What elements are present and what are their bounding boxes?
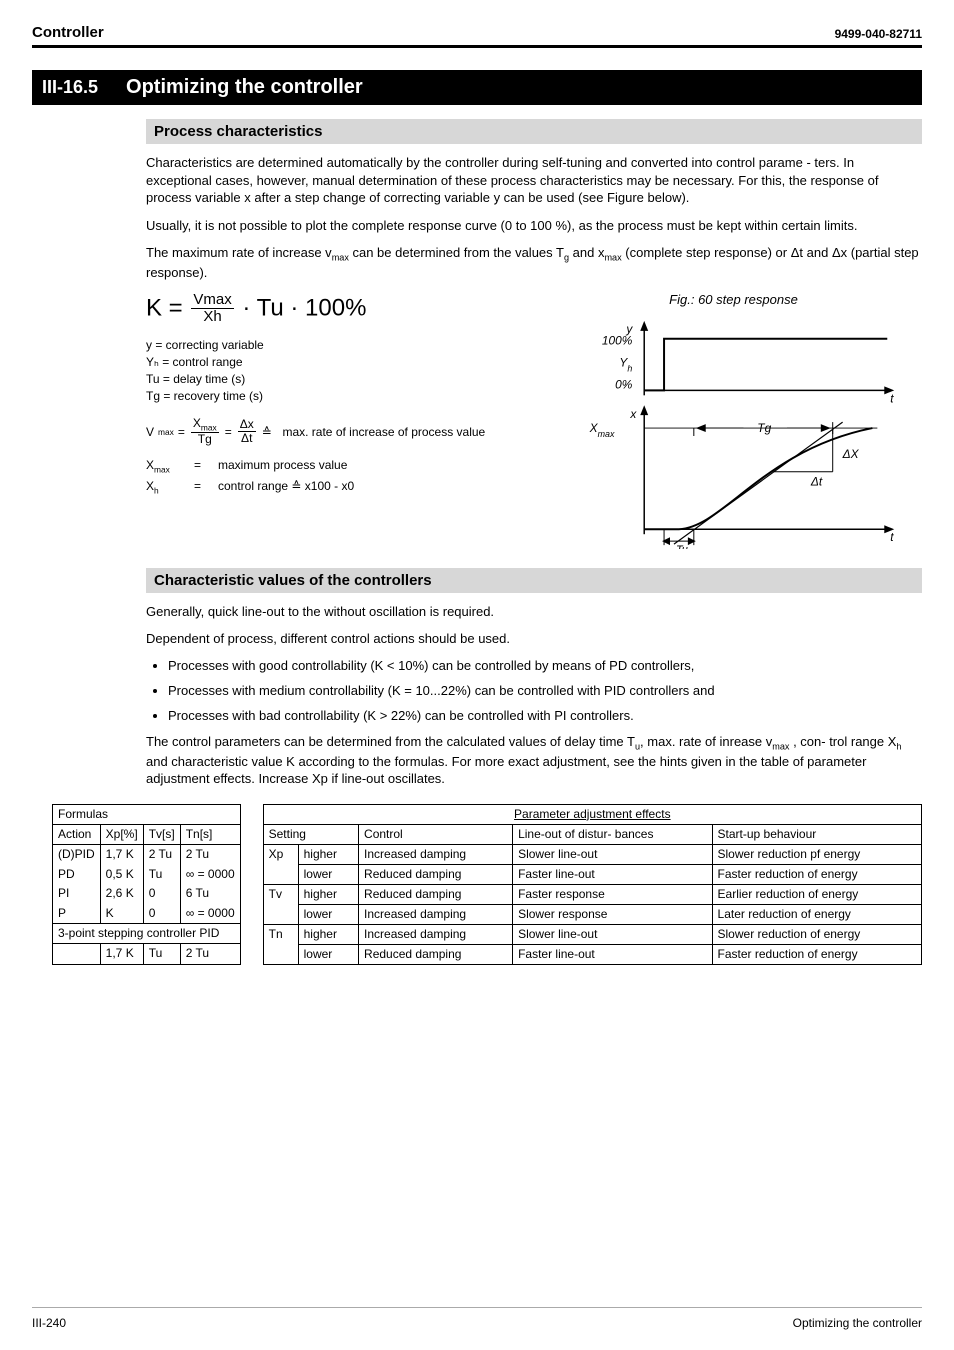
svg-text:t: t [890, 530, 894, 544]
svg-text:Δt: Δt [810, 474, 823, 488]
xmax-xh-defs: Xmax=maximum process value Xh=control ra… [146, 458, 523, 495]
paragraph: The maximum rate of increase vmax can be… [146, 244, 922, 281]
paragraph: Dependent of process, different control … [146, 630, 922, 648]
effects-table: Parameter adjustment effects Setting Con… [263, 804, 922, 965]
header-right: 9499-040-82711 [835, 27, 922, 41]
list-item: Processes with medium controllability (K… [168, 683, 922, 698]
subheading-characteristic: Characteristic values of the controllers [146, 568, 922, 593]
paragraph: The control parameters can be determined… [146, 733, 922, 788]
footer-left: III-240 [32, 1316, 66, 1330]
list-item: Processes with bad controllability (K > … [168, 708, 922, 723]
svg-text:0%: 0% [615, 377, 633, 391]
svg-text:t: t [890, 391, 894, 405]
svg-text:x: x [629, 407, 637, 421]
figure-caption: Fig.: 60 step response [545, 292, 922, 307]
formulas-table: Formulas Action Xp[%] Tv[s] Tn[s] (D)PID… [52, 804, 241, 965]
paragraph: Usually, it is not possible to plot the … [146, 217, 922, 235]
svg-text:Xmax: Xmax [589, 421, 615, 439]
page-footer: III-240 Optimizing the controller [32, 1307, 922, 1330]
header-left: Controller [32, 24, 104, 41]
step-response-diagram: y 100% Yh 0% t x Xmax t [545, 311, 922, 549]
paragraph: Characteristics are determined automatic… [146, 154, 922, 207]
svg-text:100%: 100% [602, 333, 633, 347]
svg-text:Tu: Tu [676, 544, 688, 549]
svg-text:Tg: Tg [757, 421, 771, 435]
bullet-list: Processes with good controllability (K <… [168, 658, 922, 723]
vmax-formula: Vmax = XmaxTg = ΔxΔt ≙ max. rate of incr… [146, 417, 523, 447]
subheading-process: Process characteristics [146, 119, 922, 144]
page-header: Controller 9499-040-82711 [32, 24, 922, 48]
list-item: Processes with good controllability (K <… [168, 658, 922, 673]
section-number: III-16.5 [32, 70, 112, 105]
formula-block: K = VmaxXh · Tu · 100% y = correcting va… [146, 292, 922, 552]
main-formula: K = VmaxXh · Tu · 100% [146, 292, 523, 326]
svg-text:ΔX: ΔX [842, 446, 860, 460]
svg-text:Yh: Yh [619, 355, 632, 373]
footer-right: Optimizing the controller [793, 1316, 922, 1330]
section-title: III-16.5 Optimizing the controller [32, 70, 922, 105]
section-heading: Optimizing the controller [112, 70, 922, 105]
paragraph: Generally, quick line-out to the without… [146, 603, 922, 621]
variable-definitions: y = correcting variable Yₕ = control ran… [146, 338, 523, 403]
